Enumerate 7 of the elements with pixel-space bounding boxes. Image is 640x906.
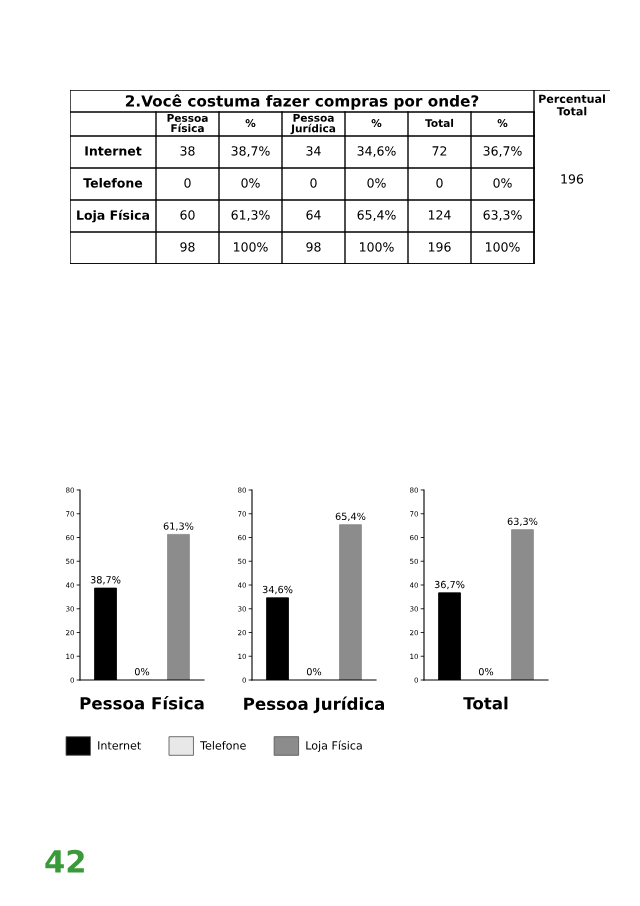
x-axis-title: Pessoa Física [80,696,204,710]
bar [167,533,190,680]
x-axis-title: Pessoa Jurídica [244,696,384,714]
x-axis-title: Total [463,696,508,710]
bar [511,529,534,680]
bar [339,524,362,680]
text: 42 [45,849,84,873]
